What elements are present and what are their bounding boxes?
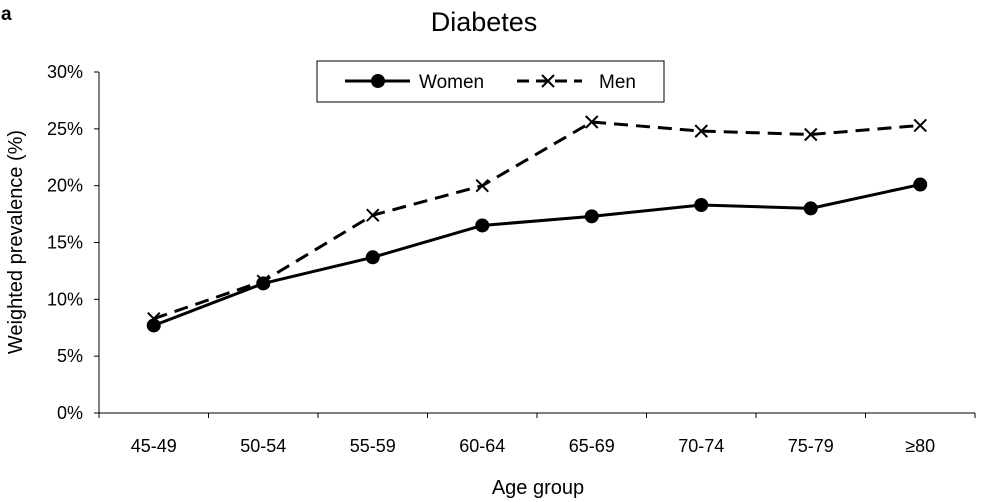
data-point-men: [147, 311, 161, 326]
legend-men-label: Men: [599, 72, 636, 93]
y-tick-label: 20%: [47, 176, 83, 196]
data-point-men: [804, 127, 818, 142]
y-tick-label: 0%: [57, 403, 83, 423]
legend-women-marker: [371, 74, 385, 88]
x-tick-label: 45-49: [131, 436, 177, 456]
y-axis-ticks: 0% 5% 10% 15% 20% 25% 30%: [47, 62, 99, 423]
data-point-women: [146, 318, 161, 333]
data-point-men: [585, 115, 599, 129]
y-tick-label: 30%: [47, 62, 83, 82]
x-axis-ticks: 45-49 50-54 55-59 60-64 65-69 70-74 75-79 ≥80: [98, 413, 976, 456]
data-point-men: [366, 208, 380, 222]
data-point-men: [256, 274, 270, 288]
data-point-women: [694, 197, 709, 212]
axes: [98, 72, 975, 414]
data-point-women: [365, 250, 380, 265]
chart-title: Diabetes: [431, 7, 538, 37]
series-lines: [153, 120, 921, 327]
series-line-men: [153, 120, 921, 321]
x-axis-label: Age group: [492, 477, 584, 499]
data-point-women: [475, 218, 490, 233]
y-tick-label: 15%: [47, 233, 83, 253]
x-tick-label: 75-79: [788, 436, 834, 456]
x-tick-label: 50-54: [240, 436, 286, 456]
data-point-men: [475, 178, 489, 193]
panel-label: a: [1, 4, 12, 25]
x-tick-label: 60-64: [459, 436, 505, 456]
legend-men-marker: [541, 74, 555, 88]
data-point-men: [913, 118, 927, 133]
legend-women-label: Women: [419, 72, 484, 93]
data-point-women: [256, 276, 271, 291]
data-point-women: [584, 209, 599, 224]
data-point-women: [913, 177, 928, 192]
x-tick-label: 55-59: [350, 436, 396, 456]
legend: Women Men: [316, 60, 665, 103]
x-tick-label: 70-74: [678, 436, 724, 456]
y-tick-label: 10%: [47, 289, 83, 309]
x-tick-label: 65-69: [569, 436, 615, 456]
y-tick-label: 5%: [57, 346, 83, 366]
y-tick-label: 25%: [47, 119, 83, 139]
data-point-men: [694, 124, 708, 138]
y-axis-label: Weighted prevalence (%): [5, 130, 27, 354]
data-point-women: [803, 201, 818, 216]
x-tick-label: ≥80: [905, 436, 935, 456]
series-line-women: [153, 183, 921, 327]
series-markers: [146, 115, 928, 333]
